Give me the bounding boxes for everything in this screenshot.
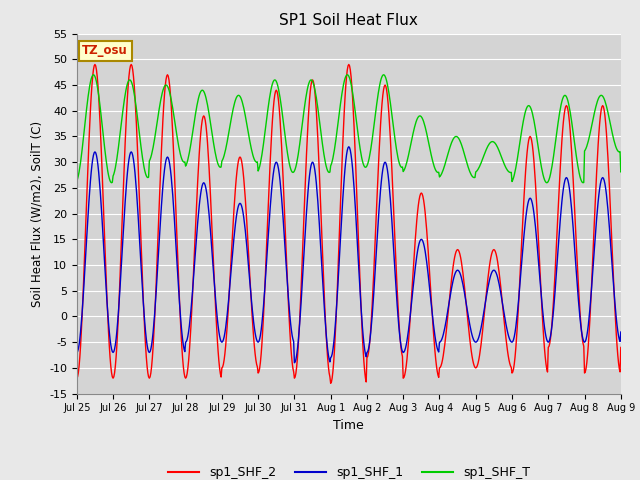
- sp1_SHF_T: [344, 72, 351, 78]
- sp1_SHF_T: [141, 168, 148, 174]
- sp1_SHF_T: [298, 124, 306, 130]
- Text: TZ_osu: TZ_osu: [82, 44, 128, 58]
- sp1_SHF_T: [73, 178, 81, 184]
- X-axis label: Time: Time: [333, 419, 364, 432]
- sp1_SHF_1: [73, 349, 81, 355]
- sp1_SHF_T: [460, 149, 467, 155]
- sp1_SHF_2: [73, 375, 81, 381]
- sp1_SHF_T: [428, 152, 435, 157]
- sp1_SHF_2: [428, 307, 436, 312]
- Line: sp1_SHF_2: sp1_SHF_2: [77, 64, 640, 384]
- sp1_SHF_1: [428, 308, 436, 313]
- sp1_SHF_1: [141, 320, 148, 326]
- sp1_SHF_1: [291, 360, 298, 366]
- sp1_SHF_1: [276, 178, 284, 184]
- sp1_SHF_T: [543, 180, 550, 186]
- sp1_SHF_2: [141, 343, 149, 348]
- Legend: sp1_SHF_2, sp1_SHF_1, sp1_SHF_T: sp1_SHF_2, sp1_SHF_1, sp1_SHF_T: [163, 461, 535, 480]
- Y-axis label: Soil Heat Flux (W/m2), SoilT (C): Soil Heat Flux (W/m2), SoilT (C): [31, 120, 44, 307]
- Title: SP1 Soil Heat Flux: SP1 Soil Heat Flux: [280, 13, 418, 28]
- sp1_SHF_T: [248, 146, 255, 152]
- sp1_SHF_1: [461, 289, 468, 295]
- Line: sp1_SHF_1: sp1_SHF_1: [77, 147, 640, 363]
- sp1_SHF_1: [345, 144, 353, 150]
- sp1_SHF_2: [299, 246, 307, 252]
- sp1_SHF_2: [277, 129, 285, 134]
- Line: sp1_SHF_T: sp1_SHF_T: [77, 75, 640, 183]
- sp1_SHF_2: [461, 283, 468, 289]
- sp1_SHF_2: [327, 381, 335, 386]
- sp1_SHF_1: [299, 273, 307, 278]
- sp1_SHF_2: [91, 61, 99, 67]
- sp1_SHF_2: [248, 312, 256, 318]
- sp1_SHF_T: [276, 95, 284, 100]
- sp1_SHF_1: [248, 297, 255, 302]
